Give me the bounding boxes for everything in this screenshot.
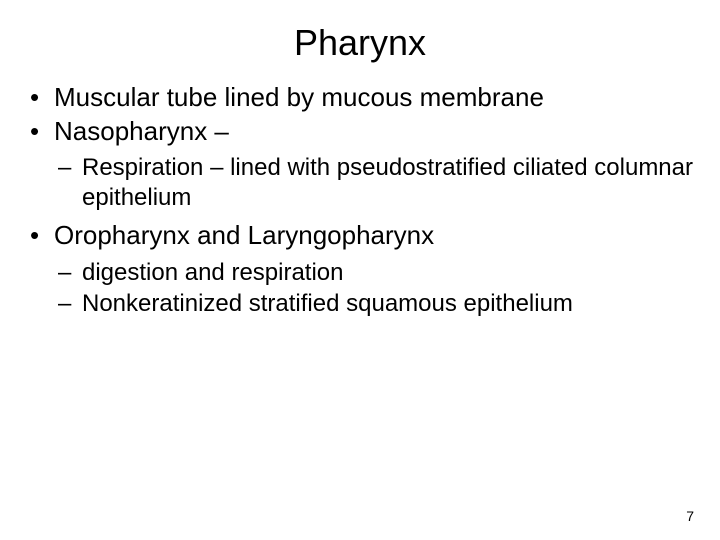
sub-bullet-text: Nonkeratinized stratified squamous epith… <box>82 290 573 317</box>
bullet-text: Muscular tube lined by mucous membrane <box>54 82 544 112</box>
bullet-text: Oropharynx and Laryngopharynx <box>54 220 434 250</box>
sub-bullet-text: Respiration – lined with pseudostratifie… <box>82 154 693 210</box>
slide: Pharynx Muscular tube lined by mucous me… <box>0 0 720 540</box>
bullet-text: Nasopharynx – <box>54 116 229 146</box>
sub-bullet-text: digestion and respiration <box>82 259 344 286</box>
bullet-item: Oropharynx and Laryngopharynx digestion … <box>20 220 700 318</box>
bullet-item: Muscular tube lined by mucous membrane <box>20 82 700 114</box>
sub-bullet-list: Respiration – lined with pseudostratifie… <box>54 153 700 212</box>
page-number: 7 <box>686 508 694 524</box>
bullet-list: Muscular tube lined by mucous membrane N… <box>20 82 700 318</box>
sub-bullet-item: digestion and respiration <box>54 258 700 287</box>
sub-bullet-list: digestion and respiration Nonkeratinized… <box>54 258 700 319</box>
bullet-item: Nasopharynx – Respiration – lined with p… <box>20 116 700 212</box>
sub-bullet-item: Nonkeratinized stratified squamous epith… <box>54 289 700 318</box>
sub-bullet-item: Respiration – lined with pseudostratifie… <box>54 153 700 212</box>
slide-title: Pharynx <box>20 22 700 64</box>
